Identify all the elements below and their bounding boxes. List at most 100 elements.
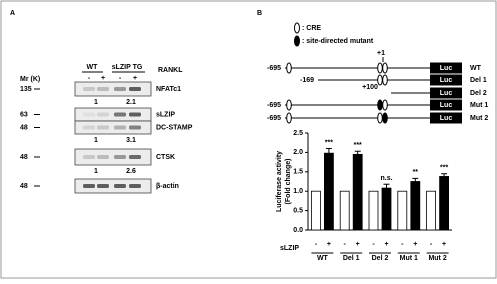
- band: [83, 184, 95, 188]
- band: [97, 155, 109, 159]
- blot: [74, 178, 152, 194]
- y-axis-label: Luciferase activity (Fold change): [276, 151, 292, 212]
- y-tick-label: 1.5: [293, 169, 303, 176]
- construct-name: Del 2: [470, 90, 487, 97]
- quant: 1: [94, 137, 98, 144]
- luc-box: [430, 62, 462, 74]
- treatment-label: RANKL: [158, 67, 183, 74]
- sign: +: [101, 75, 105, 82]
- bar: [439, 176, 450, 231]
- significance: ***: [325, 139, 333, 146]
- cre-site: [286, 99, 292, 111]
- protein-label: sLZIP: [156, 111, 175, 118]
- significance: **: [413, 169, 419, 176]
- construct-start: -695: [267, 102, 281, 109]
- legend-text: : site-directed mutant: [302, 38, 374, 45]
- bar: [339, 190, 350, 231]
- construct-start: -695: [267, 115, 281, 122]
- bar: [352, 153, 363, 231]
- quant: 1: [94, 99, 98, 106]
- band: [97, 184, 109, 188]
- bar: [397, 190, 408, 231]
- quant: 3.1: [126, 137, 136, 144]
- bar: [426, 190, 437, 231]
- cre-site: [382, 74, 388, 86]
- sign: -: [315, 241, 318, 248]
- x-tick-label: WT: [317, 255, 329, 262]
- panel-label: B: [257, 10, 262, 17]
- marker-weight: 48: [20, 124, 28, 131]
- bar: [323, 152, 334, 231]
- sign: +: [442, 241, 446, 248]
- cre-site: [382, 112, 388, 124]
- y-tick-label: 1.0: [293, 188, 303, 195]
- luc-label: Luc: [440, 102, 453, 109]
- construct-start: -695: [267, 65, 281, 72]
- luc-box: [430, 112, 462, 124]
- sign: +: [356, 241, 360, 248]
- protein-label: NFATc1: [156, 86, 181, 93]
- band: [129, 112, 141, 117]
- band: [129, 125, 141, 130]
- y-tick-label: 2.0: [293, 149, 303, 156]
- factor-label: sLZIP: [280, 245, 299, 252]
- quant: 2.1: [126, 99, 136, 106]
- construct-name: Mut 2: [470, 115, 488, 122]
- construct-name: WT: [470, 65, 482, 72]
- sign: +: [384, 241, 388, 248]
- sign: +: [413, 241, 417, 248]
- blot: [74, 120, 152, 135]
- luc-label: Luc: [440, 90, 453, 97]
- luc-label: Luc: [440, 115, 453, 122]
- x-tick-label: Mut 2: [428, 255, 446, 262]
- band: [83, 155, 95, 159]
- band: [83, 125, 95, 130]
- band: [129, 184, 141, 188]
- sign: +: [133, 75, 137, 82]
- position-label: +1: [377, 50, 385, 57]
- construct-name: Mut 1: [470, 102, 488, 109]
- significance: ***: [440, 165, 448, 172]
- x-tick-label: Del 2: [372, 255, 389, 262]
- construct-start: -169: [300, 77, 314, 84]
- band: [114, 125, 126, 130]
- cre-site: [286, 112, 292, 124]
- luc-label: Luc: [440, 65, 453, 72]
- band: [97, 125, 109, 130]
- marker-weight: 63: [20, 111, 28, 118]
- bar: [381, 187, 392, 231]
- y-tick-label: 0.0: [293, 227, 303, 234]
- marker-weight: 48: [20, 183, 28, 190]
- group-label: WT: [87, 64, 99, 71]
- blot: [74, 148, 152, 166]
- cre-site: [377, 74, 383, 86]
- marker-weight: 135: [20, 86, 32, 93]
- band: [114, 184, 126, 188]
- construct-name: Del 1: [470, 77, 487, 84]
- sign: -: [401, 241, 404, 248]
- cre-site: [382, 99, 388, 111]
- sign: -: [344, 241, 347, 248]
- luc-box: [430, 99, 462, 111]
- band: [83, 112, 95, 117]
- cre-icon: [294, 22, 300, 34]
- sign: +: [327, 241, 331, 248]
- blot: [74, 81, 152, 97]
- sign: -: [119, 75, 122, 82]
- band: [129, 155, 141, 159]
- band: [114, 87, 126, 91]
- bar: [368, 190, 379, 231]
- cre-site: [286, 62, 292, 74]
- band: [97, 87, 109, 91]
- cre-site: [382, 62, 388, 74]
- significance: n.s.: [380, 175, 392, 182]
- cre-site: [377, 62, 383, 74]
- cre-site: [377, 112, 383, 124]
- band: [129, 87, 141, 91]
- legend-text: : CRE: [302, 25, 321, 32]
- position-label: +100: [362, 84, 378, 91]
- luc-box: [430, 87, 462, 99]
- band: [114, 155, 126, 159]
- sign: -: [430, 241, 433, 248]
- band: [114, 112, 126, 117]
